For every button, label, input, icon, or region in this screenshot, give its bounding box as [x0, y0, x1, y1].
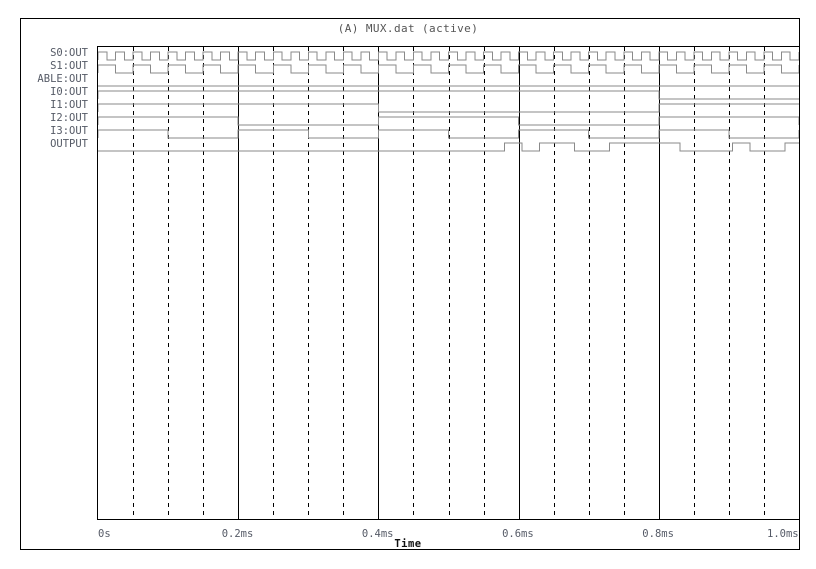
x-tick-label: 0.8ms — [642, 528, 674, 540]
x-axis-title: Time — [394, 538, 422, 550]
x-tick-label: 0.4ms — [361, 528, 394, 540]
waveform-svg — [98, 47, 799, 519]
signal-label-i0[interactable]: I0:OUT — [50, 86, 88, 98]
signal-label-i1[interactable]: I1:OUT — [50, 99, 88, 111]
signal-label-column: S0:OUT S1:OUT ABLE:OUT I0:OUT I1:OUT I2:… — [0, 47, 92, 153]
signal-label-i3[interactable]: I3:OUT — [50, 125, 88, 137]
x-tick-label: 0.6ms — [502, 528, 534, 540]
chart-title: (A) MUX.dat (active) — [337, 22, 479, 35]
x-tick-label: 0s — [98, 528, 111, 540]
x-tick-label: 0.2ms — [221, 528, 254, 540]
signal-label-i2[interactable]: I2:OUT — [50, 112, 88, 124]
signal-label-output[interactable]: OUTPUT — [50, 138, 88, 150]
x-tick-label: 1.0ms — [767, 528, 799, 540]
x-axis-tick-labels: 0s 0.2ms 0.4ms 0.6ms 0.8ms 1.0ms — [0, 528, 816, 544]
signal-label-enable[interactable]: ABLE:OUT — [37, 73, 88, 85]
waveform-plot-area[interactable] — [97, 46, 800, 520]
signal-label-s0[interactable]: S0:OUT — [50, 47, 88, 59]
signal-label-s1[interactable]: S1:OUT — [50, 60, 88, 72]
